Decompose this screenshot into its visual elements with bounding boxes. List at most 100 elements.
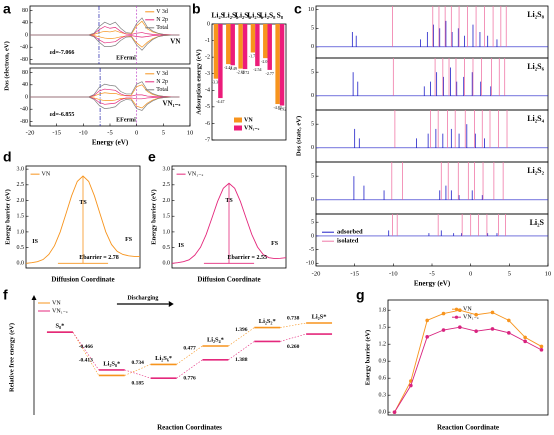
y-tick-label: 0: [311, 197, 314, 203]
y-tick-label: 0: [311, 44, 314, 50]
subplot-label: Li₂S₄: [527, 114, 544, 123]
value-label: -2.06: [261, 59, 269, 64]
step-label: 0.185: [131, 380, 144, 386]
panel-letter: e: [148, 149, 156, 165]
subplot-label: VN: [170, 38, 180, 46]
bar: [218, 24, 223, 99]
y-tick-label: 0: [25, 94, 28, 100]
point: [490, 327, 495, 331]
step-label: 0.738: [287, 316, 300, 322]
x-tick-label: -20: [312, 270, 321, 277]
panel-letter: f: [3, 287, 8, 303]
plot-frame: [25, 165, 141, 269]
series-line: [30, 96, 180, 111]
y-tick-label: 0: [25, 32, 28, 38]
y-axis-label: Energy barrier (eV): [150, 189, 157, 244]
annotation: εd=-7.066: [50, 50, 75, 56]
point: [425, 318, 429, 323]
annotation: FS: [271, 241, 279, 247]
y-tick-label: -40: [20, 107, 28, 113]
y-tick-label: 3.0: [17, 167, 25, 173]
category-label: Li₂S₄*: [207, 336, 224, 343]
y-tick-label: 40: [22, 20, 28, 26]
legend-label: VN₁₋ₓ: [463, 315, 479, 321]
legend-label: V 3d: [156, 71, 168, 77]
value-label: -2.49: [229, 66, 237, 71]
annotation: Discharging: [127, 295, 158, 301]
category-label: Li₂S₂*: [259, 318, 276, 325]
x-tick-label: -5: [429, 270, 434, 277]
category-label: Li₂S₂: [223, 11, 240, 20]
bar: [213, 24, 219, 79]
step-label: 1.388: [235, 357, 248, 363]
category-label: Li₂S: [211, 11, 225, 20]
legend-label: isolated: [337, 238, 359, 245]
step-label: -0.413: [79, 357, 93, 363]
y-tick-label: 2.0: [17, 198, 25, 204]
series-line: [30, 34, 180, 51]
legend-label: N 2p: [156, 79, 168, 85]
legend-marker: [454, 307, 459, 311]
y-tick-label: 0.5: [17, 245, 25, 251]
plot-frame: [171, 165, 287, 269]
category-label: Li₂S₆: [247, 11, 264, 20]
value-label: -3.30: [212, 80, 220, 85]
y-tick-label: 0: [311, 233, 314, 239]
point: [507, 331, 511, 335]
category-label: Li₂S₈*: [103, 360, 120, 367]
point: [474, 329, 478, 333]
y-tick-label: 0.6: [379, 376, 387, 382]
subplot-label: Li₂S₂: [527, 166, 544, 175]
category-label: Li₂S₆*: [155, 355, 172, 362]
point: [458, 325, 462, 329]
y-tick-label: 0: [311, 145, 314, 151]
point: [523, 335, 527, 340]
y-tick-label: 3.0: [163, 167, 171, 173]
legend-label: N 2p: [156, 17, 168, 23]
x-axis-label: Diffusion Coordinate: [197, 276, 260, 284]
x-tick-label: -15: [350, 270, 359, 277]
legend-label: VN: [52, 300, 61, 306]
value-label: -1.72: [249, 53, 257, 58]
bar: [230, 24, 235, 66]
y-tick-label: -2: [205, 55, 210, 61]
y-tick-label: 0: [207, 21, 210, 27]
y-tick-label: 1.0: [163, 229, 171, 235]
value-label: -2.77: [266, 71, 274, 76]
legend-label: VN: [463, 307, 472, 313]
bar: [242, 24, 248, 70]
annotation: Ebarrier = 2.55: [228, 255, 267, 261]
y-tick-label: 0.9: [379, 359, 387, 365]
subplot-label: Li₂S₈: [527, 10, 544, 19]
step-label: 0.734: [131, 360, 144, 366]
y-tick-label: 80: [22, 8, 28, 14]
y-axis-label: Dos (electron, eV): [3, 41, 10, 91]
level-connector: [72, 332, 100, 376]
legend-swatch: [234, 117, 242, 123]
value-label: -4.92: [278, 106, 286, 111]
series-line: [394, 309, 542, 413]
legend-label: VN₁₋ₓ: [188, 172, 204, 178]
panel-letter: d: [3, 149, 12, 165]
point: [539, 348, 544, 352]
y-tick-label: 5: [311, 174, 314, 180]
level-connector: [176, 359, 203, 379]
legend-label: VN: [244, 117, 253, 123]
level-connector: [176, 345, 203, 365]
annotation: IS: [178, 243, 184, 249]
step-label: 0.477: [183, 345, 196, 351]
y-tick-label: 1.8: [379, 308, 387, 314]
y-tick-label: 1.5: [163, 214, 171, 220]
y-tick-label: 0.5: [163, 245, 171, 251]
legend-label: Total: [156, 87, 169, 93]
x-axis-label: Diffusion Coordinate: [51, 276, 114, 284]
y-tick-label: -80: [20, 57, 28, 63]
point: [425, 335, 429, 339]
point: [539, 344, 544, 349]
x-tick-label: 5: [508, 270, 511, 277]
value-label: -4.47: [216, 99, 224, 104]
step-label: 0.776: [183, 375, 196, 381]
y-tick-label: 2.5: [163, 182, 171, 188]
y-tick-label: 0.0: [17, 261, 25, 267]
